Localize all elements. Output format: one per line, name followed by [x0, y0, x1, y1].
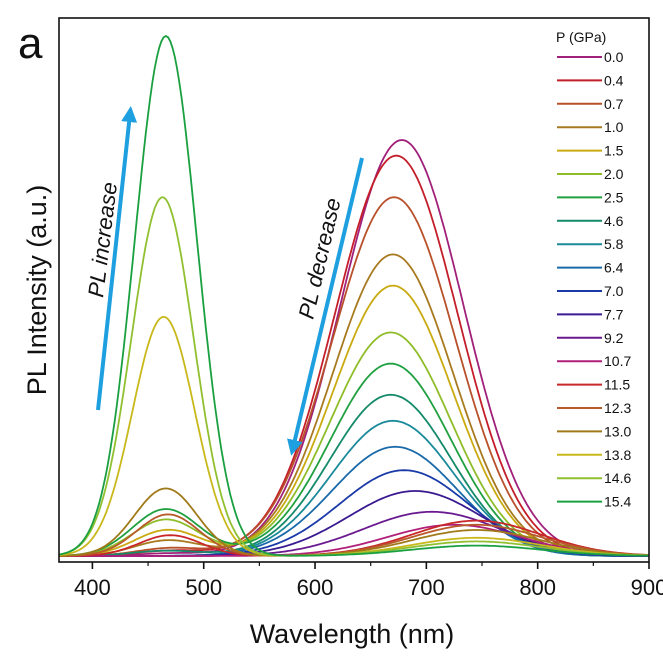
y-axis-label: PL Intensity (a.u.) [22, 185, 52, 396]
legend-label-13: 10.7 [604, 353, 631, 369]
series-line-8 [59, 419, 649, 557]
legend-label-14: 11.5 [604, 377, 630, 393]
legend-title: P (GPa) [556, 29, 606, 45]
legend-label-11: 7.7 [604, 306, 624, 322]
pl-increase-arrow [96, 106, 138, 411]
legend: P (GPa) 0.0 0.4 0.7 1.0 1.5 2.0 2.5 4.6 5.8 6.4 7.… [556, 29, 631, 510]
legend-label-0: 0.0 [604, 49, 624, 65]
legend-label-6: 2.5 [604, 189, 624, 205]
legend-label-9: 6.4 [604, 260, 624, 276]
legend-label-12: 9.2 [604, 330, 624, 346]
series-line-1 [59, 154, 649, 557]
legend-label-8: 5.8 [604, 236, 624, 252]
x-tick-label-4: 800 [519, 575, 556, 600]
series-line-17 [59, 315, 649, 557]
legend-label-7: 4.6 [604, 213, 624, 229]
panel-label: a [18, 19, 43, 68]
legend-label-18: 14.6 [604, 470, 631, 486]
legend-label-16: 13.0 [604, 423, 631, 439]
series-layer [59, 34, 649, 557]
legend-label-2: 0.7 [604, 96, 624, 112]
plot-frame [58, 17, 650, 563]
series-line-13 [59, 523, 649, 557]
series-line-6 [59, 362, 649, 557]
x-axis-label: Wavelength (nm) [250, 619, 455, 649]
x-tick-label-0: 400 [74, 575, 111, 600]
legend-label-15: 12.3 [604, 400, 631, 416]
series-line-19 [59, 34, 649, 557]
legend-label-4: 1.5 [604, 143, 624, 159]
series-line-3 [59, 253, 649, 557]
x-tick-label-3: 700 [408, 575, 445, 600]
series-line-16 [59, 487, 649, 557]
x-tick-label-2: 600 [297, 575, 334, 600]
x-tick-label-5: 900 [631, 575, 663, 600]
x-tick-label-1: 500 [185, 575, 222, 600]
legend-label-17: 13.8 [604, 447, 631, 463]
x-axis-ticks: 400 500 600 700 800 900 [74, 562, 663, 600]
legend-label-5: 2.0 [604, 166, 624, 182]
legend-label-3: 1.0 [604, 119, 624, 135]
legend-label-1: 0.4 [604, 72, 624, 88]
pl-decrease-arrow [287, 157, 364, 456]
legend-label-10: 7.0 [604, 283, 624, 299]
legend-label-19: 15.4 [604, 494, 631, 510]
series-line-0 [59, 139, 649, 557]
